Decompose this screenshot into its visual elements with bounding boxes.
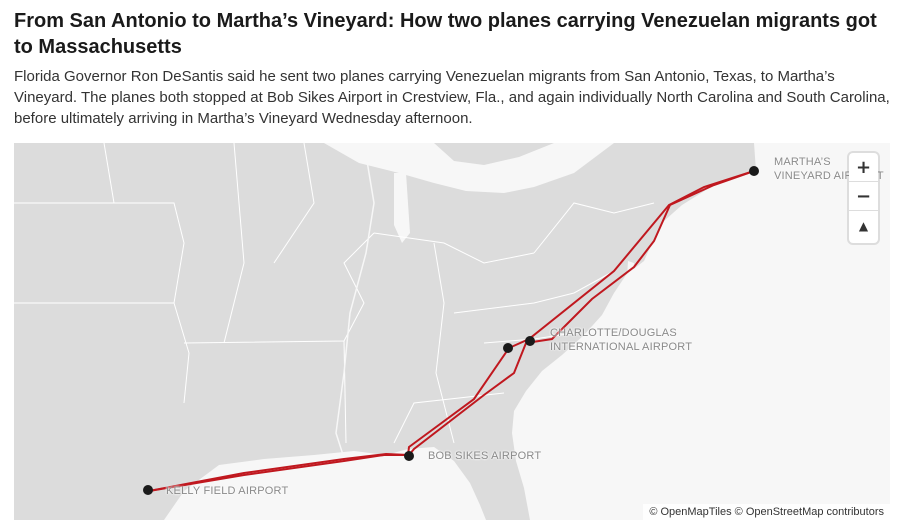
route-map[interactable]: MARTHA’S VINEYARD AIRPORT CHARLOTTE/DOUG… <box>14 143 890 520</box>
label-bob-sikes: BOB SIKES AIRPORT <box>428 450 542 462</box>
atlantic-ocean <box>512 143 890 520</box>
label-kelly-field: KELLY FIELD AIRPORT <box>166 485 289 497</box>
dek: Florida Governor Ron DeSantis said he se… <box>14 68 890 127</box>
compass-button[interactable]: ▲ <box>858 218 869 233</box>
flight-routes <box>148 170 755 492</box>
marker-bob-sikes <box>404 451 414 461</box>
marker-kelly-field <box>143 485 153 495</box>
label-charlotte: CHARLOTTE/DOUGLAS INTERNATIONAL AIRPORT <box>550 327 693 353</box>
zoom-in-button[interactable]: + <box>849 153 878 182</box>
gulf-of-mexico <box>164 447 486 520</box>
zoom-out-button[interactable]: − <box>849 182 878 211</box>
marker-marthas-vineyard <box>749 166 759 176</box>
marker-sc-stop <box>503 343 513 353</box>
great-lakes <box>324 143 614 193</box>
marker-charlotte <box>525 336 535 346</box>
route-plane-b <box>148 170 755 492</box>
route-plane-a <box>148 170 755 492</box>
lake-michigan <box>394 173 410 243</box>
map-controls: + − ▲ <box>849 153 878 243</box>
headline: From San Antonio to Martha’s Vineyard: H… <box>14 10 877 58</box>
mississippi-river <box>335 143 375 459</box>
map-attribution[interactable]: © OpenMapTiles © OpenStreetMap contribut… <box>643 504 890 520</box>
map-canvas <box>14 143 890 520</box>
